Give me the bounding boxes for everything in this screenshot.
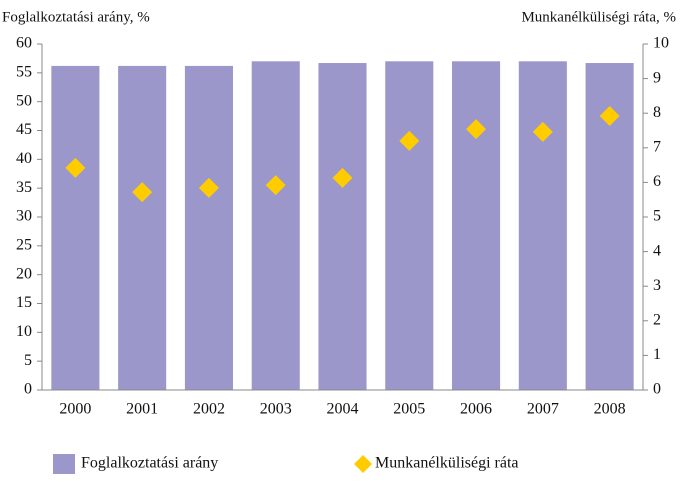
y-tick-label: 35: [16, 179, 32, 196]
y-tick-label: 20: [16, 265, 32, 282]
x-tick-label: 2005: [393, 401, 425, 418]
diamond-marker: [399, 130, 420, 151]
legend-label: Munkanélküliségi ráta: [375, 455, 519, 472]
y-tick-label: 40: [16, 150, 32, 167]
y2-tick-label: 10: [653, 35, 669, 52]
bar: [251, 61, 300, 391]
y2-tick-label: 3: [653, 277, 661, 294]
y2-tick-label: 6: [653, 173, 661, 190]
diamond-marker: [532, 121, 553, 142]
x-tick-label: 2003: [260, 401, 292, 418]
diamond-marker: [65, 157, 86, 178]
legend-swatch: [53, 454, 75, 474]
x-tick-label: 2001: [126, 401, 158, 418]
y-tick-label: 60: [16, 35, 32, 52]
bar: [385, 61, 434, 391]
bar: [518, 61, 567, 391]
bar: [118, 65, 167, 390]
y-tick-label: 55: [16, 64, 32, 81]
bar: [318, 63, 367, 390]
y-tick-label: 5: [24, 352, 32, 369]
y-tick-label: 0: [24, 381, 32, 398]
diamond-marker: [332, 167, 353, 188]
y2-tick-label: 9: [653, 69, 661, 86]
y-axis-title: Foglalkoztatási arány, %: [2, 9, 150, 25]
diamond-marker: [132, 182, 153, 203]
bar: [452, 61, 501, 391]
diamond-marker: [198, 177, 219, 198]
y2-tick-label: 7: [653, 138, 661, 155]
x-tick-label: 2002: [193, 401, 225, 418]
y-tick-label: 50: [16, 92, 32, 109]
bar: [51, 65, 100, 390]
legend-label: Foglalkoztatási arány: [81, 455, 218, 472]
x-tick-label: 2000: [59, 401, 91, 418]
y-tick-label: 10: [16, 323, 32, 340]
bar: [184, 65, 233, 390]
x-tick-label: 2008: [594, 401, 626, 418]
diamond-marker: [265, 175, 286, 196]
y2-tick-label: 1: [653, 346, 661, 363]
x-tick-label: 2004: [327, 401, 359, 418]
y2-tick-label: 0: [653, 381, 661, 398]
y2-tick-label: 2: [653, 311, 661, 328]
legend-swatch: [354, 455, 372, 473]
y2-tick-label: 8: [653, 104, 661, 121]
y2-axis-title: Munkanélküliségi ráta, %: [521, 9, 676, 25]
y2-tick-label: 5: [653, 208, 661, 225]
diamond-marker: [466, 119, 487, 140]
y-tick-label: 45: [16, 121, 32, 138]
x-tick-label: 2006: [460, 401, 492, 418]
y2-tick-label: 4: [653, 242, 661, 259]
y-tick-label: 30: [16, 208, 32, 225]
y-tick-label: 25: [16, 237, 32, 254]
diamond-marker: [599, 105, 620, 126]
x-tick-label: 2007: [527, 401, 559, 418]
y-tick-label: 15: [16, 294, 32, 311]
